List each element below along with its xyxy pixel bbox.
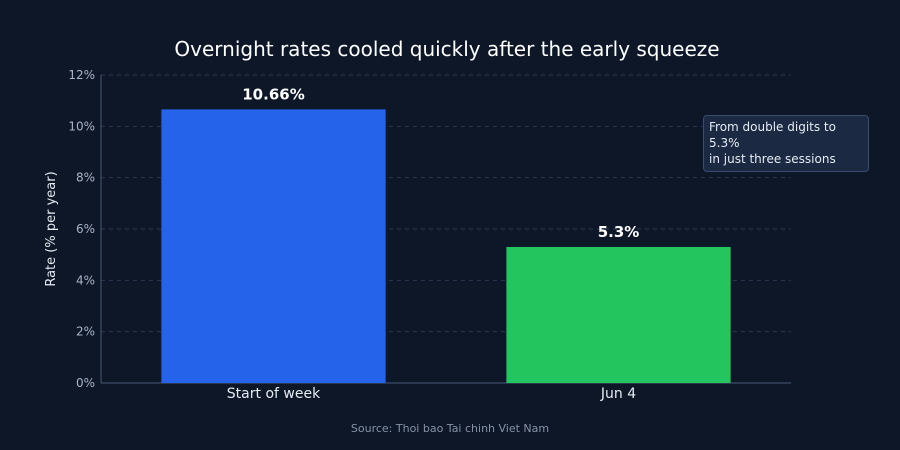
annotation-callout: From double digits to 5.3% in just three… bbox=[703, 115, 869, 172]
data-label: 10.66% bbox=[242, 85, 304, 103]
y-tick-label: 10% bbox=[68, 119, 95, 133]
y-tick-label: 6% bbox=[76, 222, 95, 236]
y-tick-label: 12% bbox=[68, 68, 95, 82]
x-tick-label: Jun 4 bbox=[600, 386, 636, 402]
y-tick-label: 0% bbox=[76, 376, 95, 390]
bar bbox=[506, 246, 731, 383]
source-note: Source: Thoi bao Tai chinh Viet Nam bbox=[351, 422, 549, 435]
bar bbox=[161, 109, 386, 383]
x-tick-label: Start of week bbox=[227, 386, 321, 402]
data-label: 5.3% bbox=[598, 223, 640, 241]
y-tick-label: 2% bbox=[76, 325, 95, 339]
y-tick-label: 8% bbox=[76, 171, 95, 185]
bars bbox=[161, 109, 731, 383]
chart-title: Overnight rates cooled quickly after the… bbox=[174, 37, 719, 61]
data-labels: 10.66% 5.3% bbox=[242, 85, 639, 241]
y-axis-label: Rate (% per year) bbox=[44, 171, 59, 286]
y-tick-label: 4% bbox=[76, 273, 95, 287]
